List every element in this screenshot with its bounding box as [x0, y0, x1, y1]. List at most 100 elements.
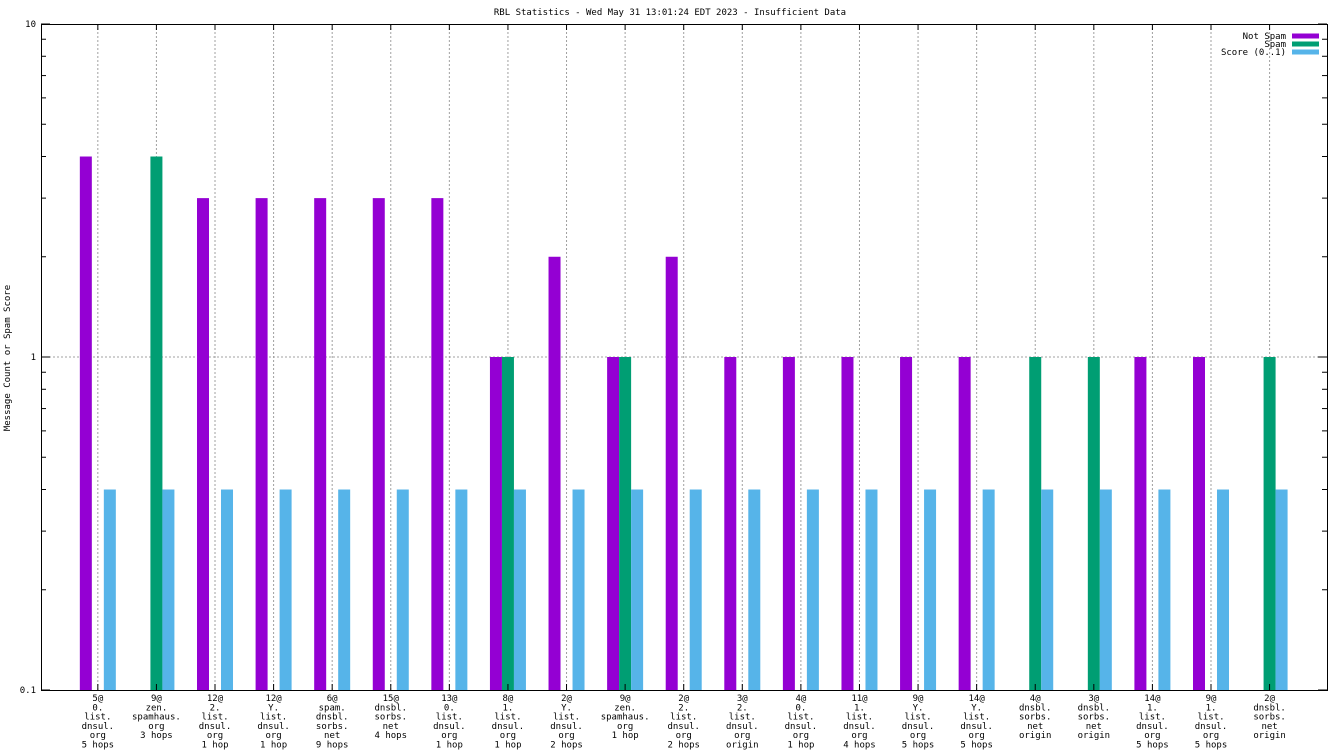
y-tick-label: 10: [25, 20, 36, 30]
bar-not-spam: [1192, 357, 1205, 690]
x-tick-label-line: org: [969, 731, 985, 741]
x-tick-label-line: 1 hop: [201, 741, 228, 751]
x-tick-label-line: 3@: [737, 694, 748, 704]
bar-not-spam: [372, 198, 385, 690]
y-axis-label: Message Count or Spam Score: [3, 285, 13, 431]
x-tick-label-line: list.: [729, 713, 756, 723]
x-tick-label-line: list.: [1197, 713, 1224, 723]
x-tick-label-line: 4 hops: [843, 741, 876, 751]
bar-not-spam: [1134, 357, 1147, 690]
bar-score-0-1: [1041, 489, 1054, 690]
x-tick-label: 3@ dnsbl. sorbs. net origin: [1078, 694, 1111, 741]
legend-label: Not Spam: [1243, 32, 1286, 42]
x-tick-label-line: org: [676, 731, 692, 741]
x-tick-label-line: 0.: [444, 703, 455, 713]
x-tick-label-line: list.: [553, 713, 580, 723]
bar-score-0-1: [103, 489, 116, 690]
x-tick-label: 12@ 2. list. dnsul. org 1 hop: [199, 694, 232, 751]
x-tick-label: 2@ 2. list. dnsul. org 2 hops: [667, 694, 700, 751]
x-tick-label-line: 4 hops: [375, 731, 408, 741]
x-tick-label-line: Y.: [913, 703, 924, 713]
x-tick-label-line: 2@: [561, 694, 572, 704]
x-tick-label-line: dnsul.: [785, 722, 818, 732]
x-tick-label-line: list.: [260, 713, 287, 723]
x-tick-label: 3@ 2. list. dnsul. org origin: [726, 694, 759, 751]
x-tick-label: 6@ spam. dnsbl. sorbs. net 9 hops: [316, 694, 349, 751]
x-tick-label: 9@ 1. list. dnsul. org 5 hops: [1195, 694, 1228, 751]
x-tick-label-line: 3@: [1088, 694, 1099, 704]
x-tick-label-line: 14@: [969, 694, 986, 704]
x-tick-label-line: 0.: [92, 703, 103, 713]
x-tick-label: 8@ 1. list. dnsul. org 1 hop: [492, 694, 525, 751]
x-tick-label-line: dnsul.: [257, 722, 290, 732]
bar-spam: [619, 357, 632, 690]
bar-spam: [1029, 357, 1042, 690]
x-tick-label-line: 1 hop: [787, 741, 814, 751]
x-tick-label-line: dnsul.: [667, 722, 700, 732]
bar-score-0-1: [572, 489, 585, 690]
x-tick-label-line: 6@: [327, 694, 338, 704]
x-tick-label-line: list.: [1139, 713, 1166, 723]
x-tick-label-line: list.: [787, 713, 814, 723]
x-tick-label-line: 1.: [1147, 703, 1158, 713]
x-tick-label-line: 11@: [851, 694, 868, 704]
x-tick-label-line: list.: [84, 713, 111, 723]
legend-label: Spam: [1264, 40, 1286, 50]
x-tick-label-line: org: [910, 731, 926, 741]
x-tick-label-line: 1 hop: [260, 741, 287, 751]
x-tick-label-line: 5 hops: [902, 741, 935, 751]
bar-score-0-1: [1275, 489, 1288, 690]
x-tick-label-line: 1 hop: [612, 731, 639, 741]
x-tick-label: 15@ dnsbl. sorbs. net 4 hops: [375, 694, 408, 741]
x-tick-label-line: 5 hops: [960, 741, 993, 751]
bar-score-0-1: [806, 489, 819, 690]
x-tick-label-line: 1.: [1206, 703, 1217, 713]
x-tick-label-line: org: [500, 731, 516, 741]
x-tick-label-line: list.: [963, 713, 990, 723]
x-tick-label-line: dnsul.: [433, 722, 466, 732]
x-tick-label: 14@ Y. list. dnsul. org 5 hops: [960, 694, 993, 751]
bar-score-0-1: [162, 489, 175, 690]
x-tick-label-line: dnsul.: [1136, 722, 1169, 732]
bar-score-0-1: [631, 489, 644, 690]
x-tick-label-line: 14@: [1144, 694, 1161, 704]
x-tick-label-line: dnsbl.: [1253, 703, 1286, 713]
x-tick-label-line: spamhaus.: [132, 713, 181, 723]
x-tick-label-line: sorbs.: [316, 722, 349, 732]
x-tick-label: 11@ 1. list. dnsul. org 4 hops: [843, 694, 876, 751]
x-tick-label: 2@ dnsbl. sorbs. net origin: [1253, 694, 1286, 741]
bar-score-0-1: [338, 489, 351, 690]
x-tick-label-line: org: [851, 731, 867, 741]
bar-score-0-1: [455, 489, 468, 690]
x-tick-label-line: 2@: [1264, 694, 1275, 704]
x-tick-label-line: 1 hop: [436, 741, 463, 751]
x-tick-label-line: dnsul.: [492, 722, 525, 732]
bar-not-spam: [431, 198, 444, 690]
bar-not-spam: [255, 198, 268, 690]
x-tick-label: 9@ zen. spamhaus. org 1 hop: [601, 694, 650, 741]
x-tick-label-line: spamhaus.: [601, 713, 650, 723]
legend-label: Score (0..1): [1221, 48, 1286, 58]
x-tick-label-line: list.: [494, 713, 521, 723]
chart-title: RBL Statistics - Wed May 31 13:01:24 EDT…: [494, 8, 846, 18]
x-tick-label-line: dnsul.: [960, 722, 993, 732]
x-tick-label: 5@ 0. list. dnsul. org 5 hops: [82, 694, 115, 751]
bar-score-0-1: [1216, 489, 1229, 690]
x-tick-label: 2@ Y. list. dnsul. org 2 hops: [550, 694, 583, 751]
bar-score-0-1: [513, 489, 526, 690]
x-tick-label-line: Y.: [561, 703, 572, 713]
x-tick-label-line: org: [793, 731, 809, 741]
x-tick-label: 9@ Y. list. dnsul. org 5 hops: [902, 694, 935, 751]
y-tick-label: 0.1: [20, 686, 36, 696]
x-tick-label-line: org: [617, 722, 633, 732]
x-tick-label-line: 1.: [503, 703, 514, 713]
x-tick-label-line: 9@: [1206, 694, 1217, 704]
x-tick-label-line: origin: [1019, 731, 1052, 741]
x-tick-label-line: org: [734, 731, 750, 741]
bar-spam: [1263, 357, 1276, 690]
x-tick-label-line: 9@: [151, 694, 162, 704]
y-tick-label: 1: [31, 353, 36, 363]
legend-swatch: [1292, 33, 1319, 39]
